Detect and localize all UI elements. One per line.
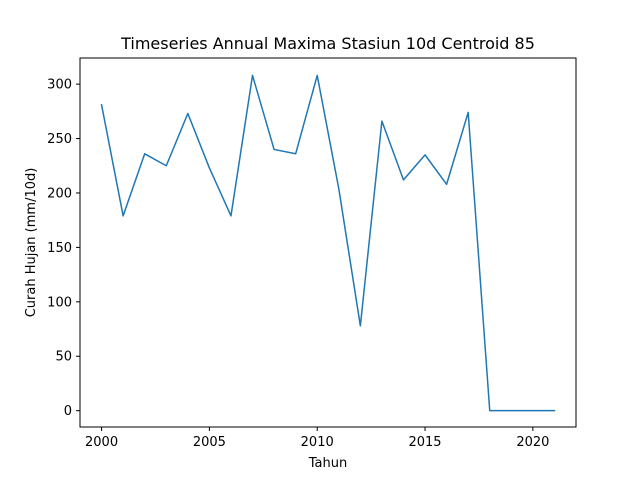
x-tick-label: 2000 [85,435,118,450]
y-tick-label: 250 [47,132,72,147]
x-tick-label: 2005 [193,435,226,450]
chart-title: Timeseries Annual Maxima Stasiun 10d Cen… [120,34,535,53]
ticks-layer: 2000 2005 2010 2015 2020 0 50 100 150 200 250 300 [47,78,549,450]
x-axis-label: Tahun [308,456,347,471]
y-tick-label: 300 [47,78,72,93]
y-tick-label: 200 [47,186,72,201]
y-tick-label: 50 [55,350,72,365]
x-tick-label: 2020 [516,435,549,450]
plot-area-frame [79,57,577,428]
y-tick-label: 0 [64,404,72,419]
series-line-0 [100,74,556,412]
y-tick-label: 100 [47,295,72,310]
y-axis-label: Curah Hujan (mm/10d) [24,168,39,318]
x-tick-label: 2015 [408,435,441,450]
data-layer [100,74,556,412]
x-tick-label: 2010 [301,435,334,450]
y-tick-label: 150 [47,241,72,256]
